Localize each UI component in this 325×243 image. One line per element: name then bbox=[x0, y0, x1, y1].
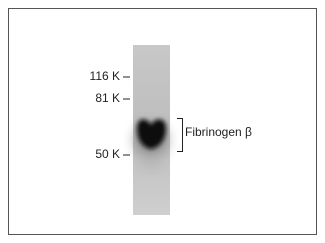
marker-label: 81 K bbox=[95, 91, 120, 105]
marker-label: 116 K bbox=[90, 69, 120, 83]
marker-label: 50 K bbox=[95, 147, 120, 161]
blot-figure: 116 K 81 K 50 K Fibrinogen β bbox=[0, 0, 325, 243]
band-label: Fibrinogen β bbox=[185, 125, 252, 139]
